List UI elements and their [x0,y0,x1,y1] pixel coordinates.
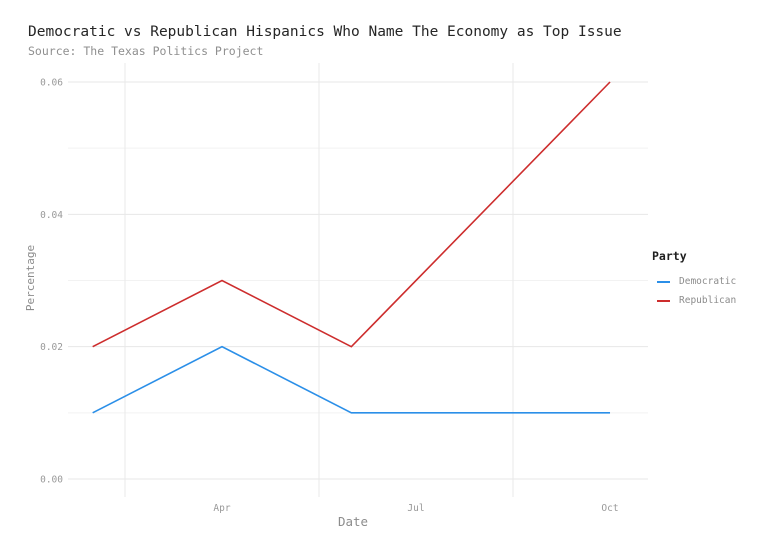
republican-line-swatch [657,299,670,302]
chart-subtitle: Source: The Texas Politics Project [28,44,264,58]
y-tick-label: 0.04 [40,210,63,221]
legend-item-label: Democratic [679,276,737,287]
series-line-democratic [92,345,611,414]
legend-title: Party [652,249,687,263]
series-line-republican [92,81,611,348]
legend: Party Democratic Republican [652,249,764,310]
x-tick-label: Jul [407,503,424,514]
y-axis-title: Percentage [24,244,37,312]
y-tick-label: 0.02 [40,342,63,353]
chart-title: Democratic vs Republican Hispanics Who N… [28,24,622,40]
y-tick-label: 0.00 [40,475,63,486]
x-tick-label: Oct [601,503,618,514]
legend-item-republican: Republican [652,291,764,310]
legend-item-democratic: Democratic [652,272,764,291]
x-tick-label: Apr [213,503,230,514]
legend-item-label: Republican [679,295,737,306]
x-axis-title: Date [337,514,369,529]
y-tick-label: 0.06 [40,78,63,89]
democratic-line-swatch [657,280,670,283]
